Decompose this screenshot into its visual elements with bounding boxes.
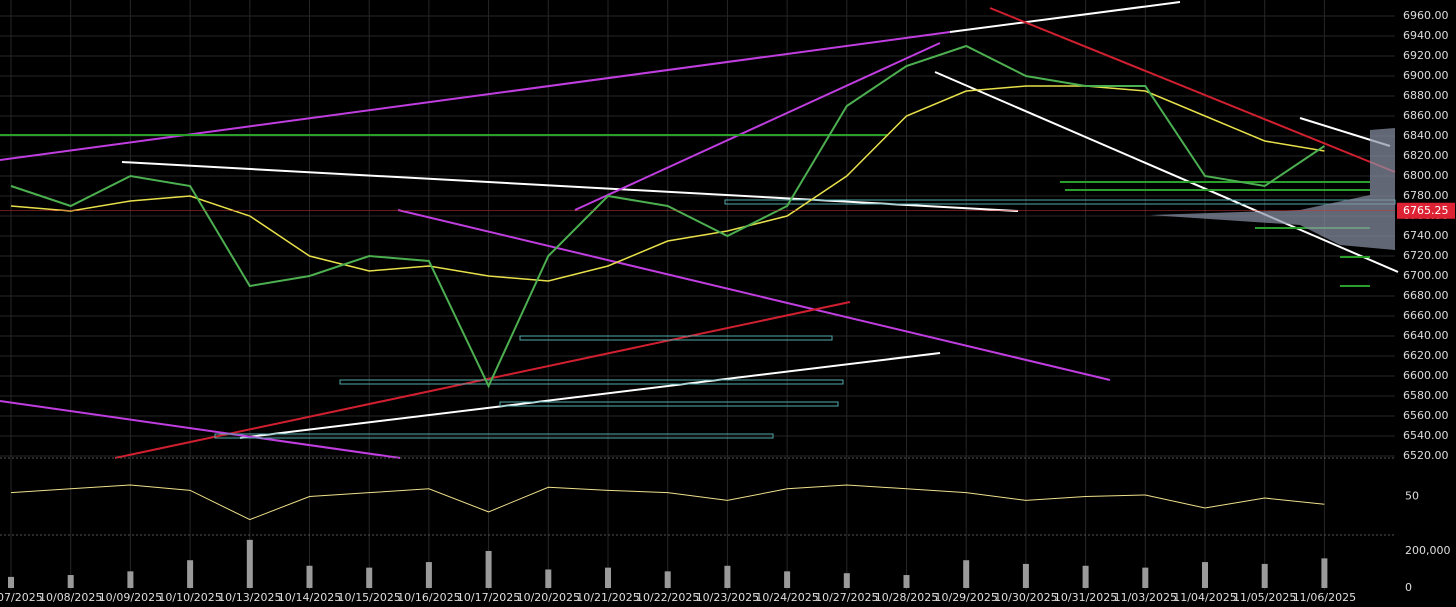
x-tick-label: 10/23/2025 [696,591,759,604]
y-tick-label: 6680.00 [1403,289,1449,302]
volume-tick-label: 200,000 [1405,544,1451,557]
y-tick-label: 6940.00 [1403,29,1449,42]
volume-bar [843,573,850,588]
volume-bar [605,567,611,588]
volume-bar [187,560,194,588]
volume-bar [246,539,253,588]
volume-bar [127,571,134,588]
volume-bar [1261,563,1268,588]
x-tick-label: 10/07/2025 [0,591,43,604]
volume-tick-label: 0 [1405,581,1412,594]
y-tick-label: 6600.00 [1403,369,1449,382]
y-tick-label: 6700.00 [1403,269,1449,282]
volume-bar [664,571,671,588]
y-tick-label: 6920.00 [1403,49,1449,62]
volume-bar [8,576,14,588]
y-tick-label: 6640.00 [1403,329,1449,342]
volume-bar [425,562,432,588]
x-tick-label: 10/21/2025 [576,591,639,604]
volume-bar [1022,563,1029,588]
y-tick-label: 6860.00 [1403,109,1449,122]
volume-bar [545,569,552,588]
y-tick-label: 6820.00 [1403,149,1449,162]
x-tick-label: 10/20/2025 [517,591,580,604]
y-tick-label: 6520.00 [1403,449,1449,462]
x-tick-label: 10/28/2025 [875,591,938,604]
x-tick-label: 11/05/2025 [1233,591,1296,604]
volume-bar [67,575,74,588]
x-tick-label: 11/03/2025 [1114,591,1177,604]
y-tick-label: 6580.00 [1403,389,1449,402]
volume-bar [1202,562,1208,588]
volume-bar [963,560,970,588]
y-tick-label: 6660.00 [1403,309,1449,322]
x-tick-label: 10/13/2025 [218,591,281,604]
volume-bar [1082,565,1089,588]
x-tick-label: 10/10/2025 [158,591,221,604]
volume-bar [724,565,731,588]
last-price-label: 6765.25 [1403,204,1449,217]
y-tick-label: 6780.00 [1403,189,1449,202]
volume-bar [485,550,492,588]
x-tick-label: 11/06/2025 [1293,591,1356,604]
moving-average [10,85,1325,282]
y-tick-label: 6740.00 [1403,229,1449,242]
x-tick-label: 11/04/2025 [1173,591,1236,604]
osc-tick-label: 50 [1405,490,1419,503]
x-tick-label: 10/14/2025 [278,591,341,604]
x-tick-label: 10/17/2025 [457,591,520,604]
y-tick-label: 6540.00 [1403,429,1449,442]
x-tick-label: 10/15/2025 [337,591,400,604]
x-tick-label: 10/09/2025 [99,591,162,604]
y-tick-label: 6800.00 [1403,169,1449,182]
y-tick-label: 6560.00 [1403,409,1449,422]
oscillator-line [10,484,1325,521]
x-tick-label: 10/08/2025 [39,591,102,604]
y-tick-label: 6960.00 [1403,9,1449,22]
x-tick-label: 10/16/2025 [397,591,460,604]
y-tick-label: 6620.00 [1403,349,1449,362]
y-tick-label: 6720.00 [1403,249,1449,262]
volume-bar [1321,558,1328,588]
y-tick-label: 6840.00 [1403,129,1449,142]
x-tick-label: 10/27/2025 [815,591,878,604]
volume-bar [903,575,910,588]
volume-bar [784,571,791,588]
x-tick-label: 10/22/2025 [636,591,699,604]
y-tick-label: 6880.00 [1403,89,1449,102]
price-line [10,44,1325,389]
volume-bar [306,565,313,588]
x-tick-label: 10/29/2025 [934,591,997,604]
x-tick-label: 10/31/2025 [1054,591,1117,604]
volume-bar [1142,567,1149,588]
x-tick-label: 10/30/2025 [994,591,1057,604]
x-tick-label: 10/24/2025 [755,591,818,604]
y-tick-label: 6900.00 [1403,69,1449,82]
volume-bar [366,567,373,588]
last-price-box [1397,202,1455,219]
trendlines [0,1,1399,459]
